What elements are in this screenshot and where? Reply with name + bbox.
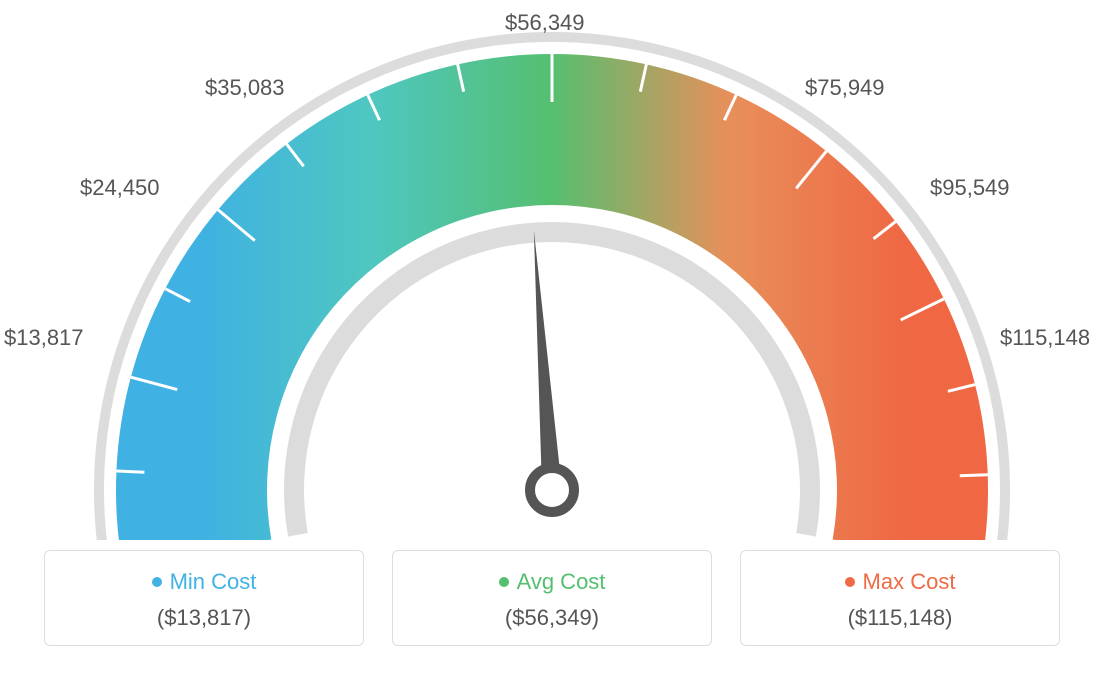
gauge-tick-label: $35,083 — [205, 75, 285, 101]
gauge-needle — [530, 231, 574, 512]
legend-box-avg: Avg Cost ($56,349) — [392, 550, 712, 646]
legend-value-avg: ($56,349) — [403, 605, 701, 631]
legend-title-label: Max Cost — [863, 569, 956, 595]
legend-title-label: Min Cost — [170, 569, 257, 595]
legend-title-max: Max Cost — [751, 569, 1049, 595]
gauge-tick-label: $24,450 — [80, 175, 160, 201]
legend-value-min: ($13,817) — [55, 605, 353, 631]
gauge-tick-label: $13,817 — [4, 325, 84, 351]
gauge-tick-label: $56,349 — [505, 10, 585, 36]
legend-title-avg: Avg Cost — [403, 569, 701, 595]
dot-icon — [499, 577, 509, 587]
gauge-tick-label: $95,549 — [930, 175, 1010, 201]
legend-box-max: Max Cost ($115,148) — [740, 550, 1060, 646]
legend-box-min: Min Cost ($13,817) — [44, 550, 364, 646]
legend-value-max: ($115,148) — [751, 605, 1049, 631]
gauge-tick-label: $75,949 — [805, 75, 885, 101]
dot-icon — [845, 577, 855, 587]
legend-title-min: Min Cost — [55, 569, 353, 595]
dot-icon — [152, 577, 162, 587]
gauge-tick-label: $115,148 — [1000, 325, 1090, 351]
legend-title-label: Avg Cost — [517, 569, 606, 595]
legend-row: Min Cost ($13,817) Avg Cost ($56,349) Ma… — [0, 550, 1104, 646]
gauge-svg — [0, 0, 1104, 540]
gauge-chart: $13,817 $24,450 $35,083 $56,349 $75,949 $95,5… — [0, 0, 1104, 540]
